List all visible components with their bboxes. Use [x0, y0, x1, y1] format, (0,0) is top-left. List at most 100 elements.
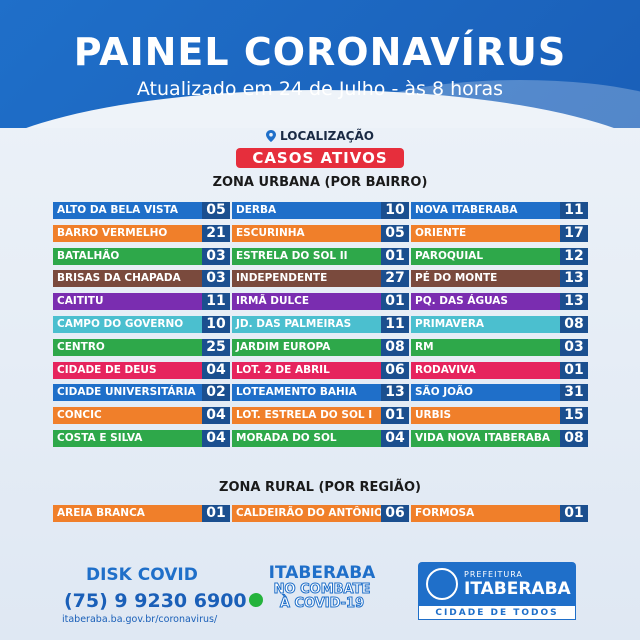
neighborhood-name: CONCIC [53, 407, 202, 425]
neighborhood-count: 08 [560, 430, 588, 447]
neighborhood-name: BARRO VERMELHO [53, 224, 202, 242]
header-banner: PAINEL CORONAVÍRUS Atualizado em 24 de J… [0, 0, 640, 128]
website-url[interactable]: itaberaba.ba.gov.br/coronavirus/ [62, 614, 218, 625]
neighborhood-row: CAITITU 11 [53, 293, 230, 311]
campaign-city: ITABERABA [268, 563, 376, 583]
neighborhood-name: BRISAS DA CHAPADA [53, 270, 202, 288]
neighborhood-row: CENTRO 25 [53, 338, 230, 356]
neighborhood-count: 11 [560, 202, 588, 219]
neighborhood-row: SÃO JOÃO 31 [411, 384, 588, 402]
neighborhood-row: BATALHÃO 03 [53, 247, 230, 265]
neighborhood-count: 11 [202, 293, 230, 311]
neighborhood-name: JARDIM EUROPA [232, 338, 381, 356]
neighborhood-name: MORADA DO SOL [232, 430, 381, 447]
region-count: 06 [381, 505, 409, 522]
neighborhood-row: CONCIC 04 [53, 407, 230, 425]
region-row: FORMOSA 01 [411, 505, 588, 522]
neighborhood-count: 02 [202, 384, 230, 402]
neighborhood-row: INDEPENDENTE 27 [232, 270, 409, 288]
neighborhood-name: RODAVIVA [411, 361, 560, 379]
page-subtitle: Atualizado em 24 de Julho - às 8 horas [136, 78, 504, 100]
location-text: LOCALIZAÇÃO [280, 129, 374, 143]
neighborhood-count: 25 [202, 338, 230, 356]
neighborhood-row: JARDIM EUROPA 08 [232, 338, 409, 356]
neighborhood-count: 03 [202, 247, 230, 265]
neighborhood-row: CIDADE DE DEUS 04 [53, 361, 230, 379]
neighborhood-count: 03 [560, 338, 588, 356]
neighborhood-count: 08 [381, 338, 409, 356]
neighborhood-count: 01 [381, 293, 409, 311]
neighborhood-row: COSTA E SILVA 04 [53, 430, 230, 447]
neighborhood-row: CAMPO DO GOVERNO 10 [53, 316, 230, 333]
prefeitura-logo: PREFEITURA ITABERABA CIDADE DE TODOS [418, 562, 576, 620]
neighborhood-count: 27 [381, 270, 409, 288]
region-row: CALDEIRÃO DO ANTÔNIO 06 [232, 505, 409, 522]
region-row: AREIA BRANCA 01 [53, 505, 230, 522]
neighborhood-row: PÉ DO MONTE 13 [411, 270, 588, 288]
neighborhood-row: URBIS 15 [411, 407, 588, 425]
neighborhood-name: BATALHÃO [53, 247, 202, 265]
neighborhood-count: 13 [560, 270, 588, 288]
neighborhood-count: 05 [381, 224, 409, 242]
neighborhood-row: DERBA 10 [232, 202, 409, 219]
prefeitura-city: ITABERABA [464, 579, 571, 599]
neighborhood-row: ESCURINHA 05 [232, 224, 409, 242]
neighborhood-name: CAMPO DO GOVERNO [53, 316, 202, 333]
neighborhood-row: ALTO DA BELA VISTA 05 [53, 202, 230, 219]
phone-text: (75) 9 9230 6900 [64, 590, 247, 612]
neighborhood-name: LOTEAMENTO BAHIA [232, 384, 381, 402]
neighborhood-count: 04 [202, 407, 230, 425]
neighborhood-row: RM 03 [411, 338, 588, 356]
neighborhood-name: SÃO JOÃO [411, 384, 560, 402]
neighborhood-count: 04 [381, 430, 409, 447]
campaign-line-3: À COVID-19 [279, 596, 365, 611]
neighborhood-name: URBIS [411, 407, 560, 425]
neighborhood-row: MORADA DO SOL 04 [232, 430, 409, 447]
prefeitura-label: PREFEITURA [464, 570, 523, 579]
campaign-logo: ITABERABA NO COMBATE À COVID-19 [258, 563, 386, 611]
neighborhood-row: PAROQUIAL 12 [411, 247, 588, 265]
location-pin-icon [266, 130, 277, 142]
neighborhood-name: ESTRELA DO SOL II [232, 247, 381, 265]
neighborhood-count: 05 [202, 202, 230, 219]
neighborhood-name: VIDA NOVA ITABERABA [411, 430, 560, 447]
region-name: FORMOSA [411, 505, 560, 522]
disk-covid-label: DISK COVID [86, 565, 198, 585]
neighborhood-count: 10 [202, 316, 230, 333]
neighborhood-count: 11 [381, 316, 409, 333]
neighborhood-name: CENTRO [53, 338, 202, 356]
neighborhood-name: INDEPENDENTE [232, 270, 381, 288]
neighborhood-name: ESCURINHA [232, 224, 381, 242]
neighborhood-name: PÉ DO MONTE [411, 270, 560, 288]
neighborhood-row: BARRO VERMELHO 21 [53, 224, 230, 242]
neighborhood-name: LOT. ESTRELA DO SOL I [232, 407, 381, 425]
neighborhood-name: CIDADE UNIVERSITÁRIA [53, 384, 202, 402]
neighborhood-name: ORIENTE [411, 224, 560, 242]
neighborhood-name: LOT. 2 DE ABRIL [232, 361, 381, 379]
neighborhood-row: LOT. ESTRELA DO SOL I 01 [232, 407, 409, 425]
page-title: PAINEL CORONAVÍRUS [73, 30, 567, 74]
neighborhood-count: 21 [202, 224, 230, 242]
neighborhood-row: NOVA ITABERABA 11 [411, 202, 588, 219]
neighborhood-row: PQ. DAS ÁGUAS 13 [411, 293, 588, 311]
neighborhood-row: VIDA NOVA ITABERABA 08 [411, 430, 588, 447]
city-seal-icon [426, 568, 458, 600]
neighborhood-count: 10 [381, 202, 409, 219]
neighborhood-name: PRIMAVERA [411, 316, 560, 333]
neighborhood-row: LOTEAMENTO BAHIA 13 [232, 384, 409, 402]
rural-zone-title: ZONA RURAL (POR REGIÃO) [219, 480, 421, 495]
neighborhood-count: 13 [381, 384, 409, 402]
neighborhood-count: 17 [560, 224, 588, 242]
urban-zone-title: ZONA URBANA (POR BAIRRO) [212, 175, 428, 190]
region-name: CALDEIRÃO DO ANTÔNIO [232, 505, 381, 522]
neighborhood-name: COSTA E SILVA [53, 430, 202, 447]
neighborhood-row: ESTRELA DO SOL II 01 [232, 247, 409, 265]
active-cases-badge: CASOS ATIVOS [236, 148, 404, 168]
neighborhood-row: LOT. 2 DE ABRIL 06 [232, 361, 409, 379]
neighborhood-row: IRMÃ DULCE 01 [232, 293, 409, 311]
neighborhood-count: 03 [202, 270, 230, 288]
neighborhood-row: PRIMAVERA 08 [411, 316, 588, 333]
neighborhood-count: 15 [560, 407, 588, 425]
neighborhood-count: 04 [202, 430, 230, 447]
neighborhood-count: 01 [560, 361, 588, 379]
